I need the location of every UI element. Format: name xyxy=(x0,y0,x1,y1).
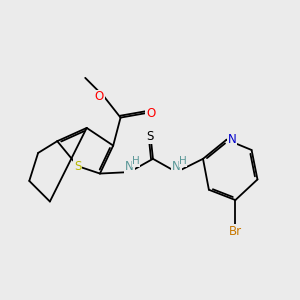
Text: N: N xyxy=(227,133,236,146)
Text: S: S xyxy=(146,130,154,143)
Text: H: H xyxy=(179,156,187,166)
Text: O: O xyxy=(146,107,155,120)
Text: Br: Br xyxy=(229,225,242,239)
Text: N: N xyxy=(125,160,134,173)
Text: O: O xyxy=(94,91,104,103)
Text: S: S xyxy=(74,160,82,173)
Text: N: N xyxy=(172,160,181,173)
Text: H: H xyxy=(132,156,140,166)
